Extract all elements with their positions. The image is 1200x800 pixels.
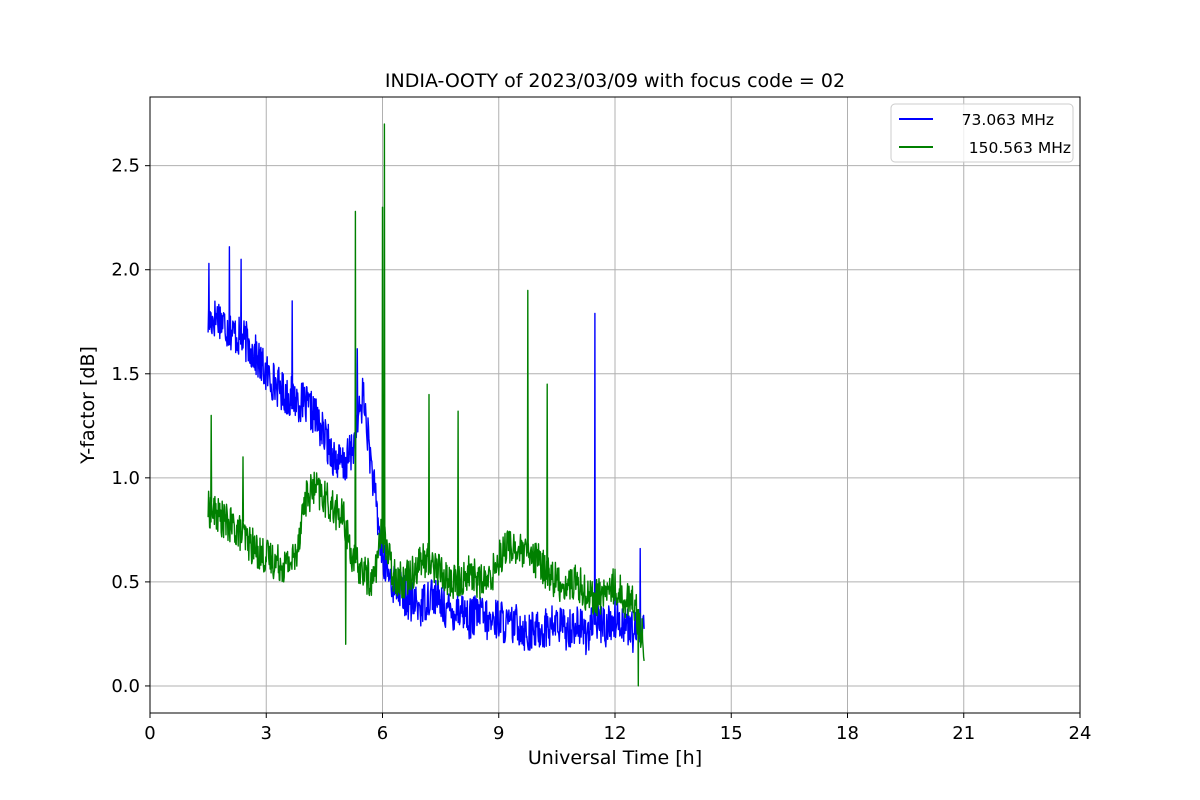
- legend-label-series-1: 73.063 MHz: [962, 111, 1054, 129]
- y-tick-label: 1.5: [111, 364, 140, 385]
- x-axis-label: Universal Time [h]: [528, 747, 702, 769]
- y-axis-ticks: 0.0 0.5 1.0 1.5 2.0 2.5: [111, 156, 150, 697]
- x-tick-label: 18: [836, 723, 859, 744]
- y-tick-label: 0.5: [111, 572, 140, 593]
- y-tick-label: 0.0: [111, 676, 140, 697]
- x-tick-label: 24: [1069, 723, 1092, 744]
- legend-label-series-2: 150.563 MHz: [969, 139, 1071, 157]
- series-line-1: [207, 246, 645, 656]
- y-tick-label: 2.5: [111, 156, 140, 177]
- x-tick-label: 0: [144, 723, 155, 744]
- x-tick-label: 15: [720, 723, 743, 744]
- x-tick-label: 3: [261, 723, 272, 744]
- legend: 73.063 MHz 150.563 MHz: [890, 103, 1074, 163]
- x-tick-label: 21: [952, 723, 975, 744]
- grid: [149, 97, 1081, 713]
- series-line-2: [207, 123, 645, 687]
- x-tick-label: 9: [493, 723, 504, 744]
- y-axis-label: Y-factor [dB]: [77, 346, 99, 465]
- x-axis-ticks: 0 3 6 9 12 15 18 21 24: [144, 713, 1091, 744]
- chart-title: INDIA-OOTY of 2023/03/09 with focus code…: [385, 70, 845, 92]
- x-tick-label: 12: [604, 723, 627, 744]
- x-tick-label: 6: [377, 723, 388, 744]
- legend-box: [890, 103, 1074, 163]
- y-tick-label: 1.0: [111, 468, 140, 489]
- y-tick-label: 2.0: [111, 260, 140, 281]
- series-lines: [207, 123, 645, 687]
